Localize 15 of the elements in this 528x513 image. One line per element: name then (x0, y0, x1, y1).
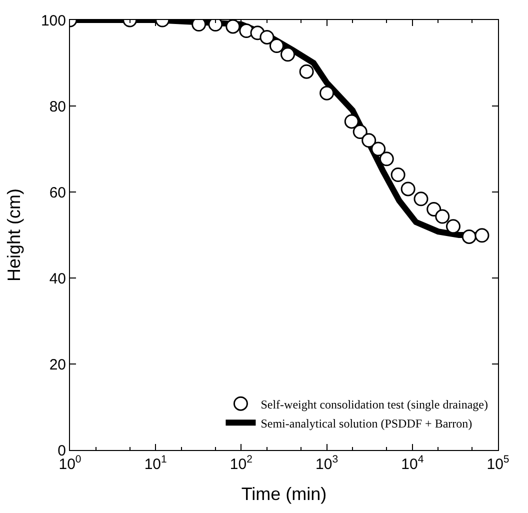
x-tick-label: 10$^{5}$ (486, 454, 510, 473)
x-tick-label: 10$^{2}$ (230, 454, 253, 473)
legend-label: Semi-analytical solution (PSDDF + Barron) (260, 416, 472, 430)
y-tick-label: 100 (40, 12, 66, 30)
x-tick-label: 10$^{3}$ (316, 454, 338, 473)
y-tick-label: 60 (49, 184, 66, 202)
legend-label: Self-weight consolidation test (single drainage) (260, 397, 488, 412)
x-tick-label: 10$^{4}$ (401, 454, 424, 473)
y-axis-title: Height (cm) (4, 188, 24, 282)
y-tick-label: 20 (49, 356, 66, 374)
x-axis-title: Time (min) (241, 484, 327, 504)
y-tick-label: 80 (49, 98, 66, 116)
y-tick-label: 0 (58, 442, 66, 460)
x-tick-label: 10$^{1}$ (144, 454, 168, 473)
y-tick-label: 40 (49, 270, 66, 288)
